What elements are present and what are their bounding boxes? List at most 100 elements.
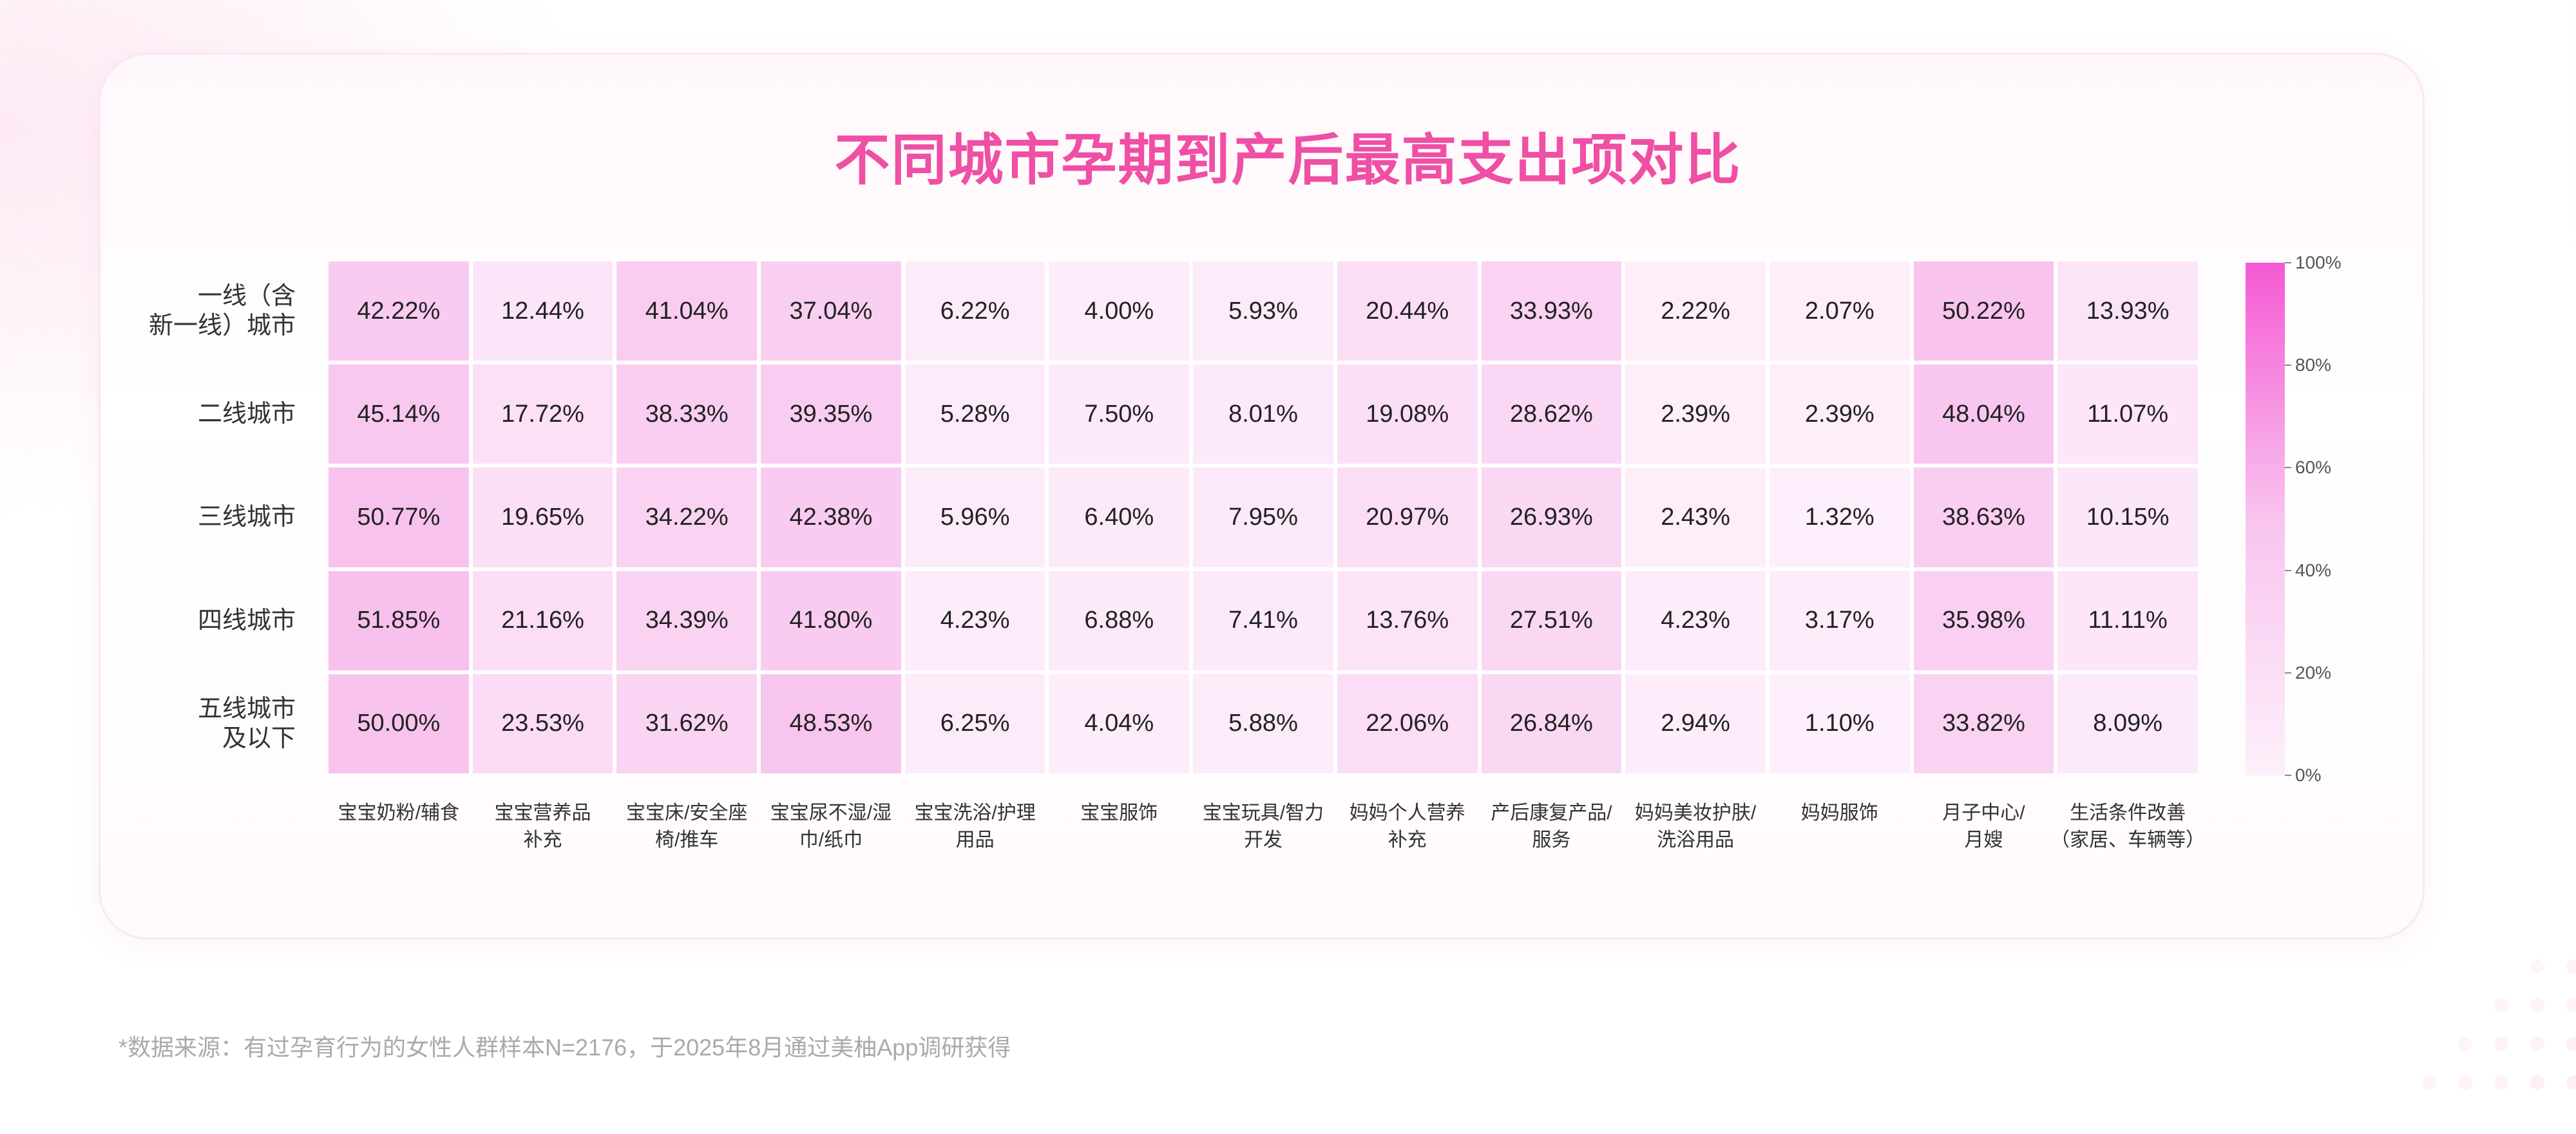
- decor-dot: [2530, 998, 2544, 1012]
- colorbar-tick-label: 100%: [2295, 252, 2342, 272]
- heatmap-cell: 5.93%: [1191, 260, 1335, 363]
- heatmap-cell: 5.28%: [902, 363, 1047, 466]
- row-label: 五线城市 及以下: [197, 695, 296, 752]
- decor-dot: [2530, 959, 2544, 974]
- heatmap-cell: 48.04%: [1911, 363, 2056, 466]
- heatmap-cell: 6.88%: [1047, 569, 1192, 672]
- colorbar-tick: [2285, 467, 2291, 469]
- colorbar-tick-label: 20%: [2295, 662, 2332, 683]
- decor-dot: [2458, 1075, 2472, 1090]
- heatmap-cell: 26.93%: [1479, 466, 1624, 569]
- heatmap-cell: 42.38%: [759, 466, 903, 569]
- colorbar-tick-label: 0%: [2295, 765, 2322, 785]
- heatmap-cell: 21.16%: [470, 569, 615, 672]
- heatmap-cell: 38.63%: [1911, 466, 2056, 569]
- heatmap-cell: 34.39%: [615, 569, 759, 672]
- x-tick-label: 宝宝服饰: [1080, 802, 1158, 824]
- heatmap-cell: 2.39%: [1767, 363, 1912, 466]
- heatmap-cell: 3.17%: [1767, 569, 1912, 672]
- heatmap-cell: 2.94%: [1623, 672, 1768, 775]
- heatmap-cell: 4.23%: [902, 569, 1047, 672]
- x-tick-label: 宝宝玩具/智力 开发: [1202, 802, 1324, 851]
- heatmap-cell: 34.22%: [615, 466, 759, 569]
- x-tick-label: 宝宝洗浴/护理 用品: [914, 802, 1036, 851]
- heatmap-cell: 41.80%: [759, 569, 903, 672]
- heatmap-cell: 4.23%: [1623, 569, 1768, 672]
- heatmap-cell: 19.08%: [1335, 363, 1480, 466]
- heatmap-cell: 23.53%: [470, 672, 615, 775]
- colorbar-tick: [2285, 364, 2291, 366]
- decor-dot: [2494, 998, 2508, 1012]
- colorbar-tick: [2285, 262, 2291, 263]
- heatmap-cell: 17.72%: [470, 363, 615, 466]
- heatmap-cell: 42.22%: [327, 260, 471, 363]
- x-tick-label: 产后康复产品/ 服务: [1491, 802, 1612, 851]
- heatmap-cell: 6.40%: [1047, 466, 1192, 569]
- heatmap-cell: 27.51%: [1479, 569, 1624, 672]
- heatmap-cell: 50.77%: [327, 466, 471, 569]
- heatmap-cell: 2.07%: [1767, 260, 1912, 363]
- heatmap-cell: 13.93%: [2056, 260, 2200, 363]
- colorbar-tick-label: 60%: [2295, 457, 2332, 478]
- x-tick-label: 月子中心/ 月嫂: [1942, 802, 2025, 851]
- colorbar-tick: [2285, 775, 2291, 776]
- heatmap-cell: 2.43%: [1623, 466, 1768, 569]
- heatmap-cell: 33.82%: [1911, 672, 2056, 775]
- heatmap-cell: 7.50%: [1047, 363, 1192, 466]
- heatmap-cell: 7.41%: [1191, 569, 1335, 672]
- colorbar-tick-label: 80%: [2295, 355, 2332, 375]
- x-tick-label: 宝宝奶粉/辅食: [338, 802, 460, 824]
- heatmap-cell: 28.62%: [1479, 363, 1624, 466]
- heatmap-cell: 22.06%: [1335, 672, 1480, 775]
- heatmap-cell: 11.11%: [2056, 569, 2200, 672]
- heatmap-cell: 4.00%: [1047, 260, 1192, 363]
- colorbar-tick-label: 40%: [2295, 560, 2332, 580]
- row-label: 四线城市: [197, 607, 296, 634]
- x-tick-label: 宝宝尿不湿/湿 巾/纸巾: [770, 802, 892, 851]
- decor-dot: [2566, 1075, 2576, 1090]
- x-tick-label: 宝宝营养品 补充: [494, 802, 591, 851]
- x-tick-label: 生活条件改善 （家居、车辆等）: [2050, 802, 2206, 851]
- heatmap-cell: 5.96%: [902, 466, 1047, 569]
- heatmap-cell: 37.04%: [759, 260, 903, 363]
- heatmap-cell: 41.04%: [615, 260, 759, 363]
- heatmap-cell: 50.00%: [327, 672, 471, 775]
- x-tick-label: 妈妈服饰: [1800, 802, 1878, 824]
- row-label: 三线城市: [197, 504, 296, 531]
- heatmap-cell: 19.65%: [470, 466, 615, 569]
- source-note: *数据来源：有过孕育行为的女性人群样本N=2176，于2025年8月通过美柚Ap…: [119, 1034, 1011, 1061]
- decor-dot: [2494, 1075, 2508, 1090]
- heatmap-cell: 1.10%: [1767, 672, 1912, 775]
- decor-dot: [2566, 1037, 2576, 1051]
- heatmap-cell: 5.88%: [1191, 672, 1335, 775]
- heatmap-cell: 26.84%: [1479, 672, 1624, 775]
- decor-dot: [2422, 1075, 2436, 1090]
- x-tick-label: 妈妈美妆护肤/ 洗浴用品: [1634, 802, 1757, 851]
- heatmap-cell: 38.33%: [615, 363, 759, 466]
- decor-dot: [2566, 998, 2576, 1012]
- decor-dot: [2530, 1075, 2544, 1090]
- heatmap-cell: 39.35%: [759, 363, 903, 466]
- heatmap-cell: 8.09%: [2056, 672, 2200, 775]
- heatmap-cell: 45.14%: [327, 363, 471, 466]
- decor-dot: [2566, 959, 2576, 974]
- heatmap-cell: 51.85%: [327, 569, 471, 672]
- heatmap-cell: 35.98%: [1911, 569, 2056, 672]
- heatmap-cell: 20.44%: [1335, 260, 1480, 363]
- heatmap-cell: 7.95%: [1191, 466, 1335, 569]
- decor-dot: [2458, 1037, 2472, 1051]
- heatmap-cell: 50.22%: [1911, 260, 2056, 363]
- colorbar: [2246, 263, 2285, 775]
- heatmap-cell: 1.32%: [1767, 466, 1912, 569]
- heatmap-cell: 8.01%: [1191, 363, 1335, 466]
- heatmap-cell: 6.22%: [902, 260, 1047, 363]
- x-tick-label: 宝宝床/安全座 椅/推车: [626, 802, 748, 851]
- colorbar-tick: [2285, 569, 2291, 571]
- chart-title: 不同城市孕期到产后最高支出项对比: [834, 129, 1742, 191]
- heatmap-cell: 2.39%: [1623, 363, 1768, 466]
- x-tick-label: 妈妈个人营养 补充: [1349, 802, 1465, 851]
- colorbar-tick: [2285, 672, 2291, 674]
- heatmap-cell: 48.53%: [759, 672, 903, 775]
- heatmap-cell: 20.97%: [1335, 466, 1480, 569]
